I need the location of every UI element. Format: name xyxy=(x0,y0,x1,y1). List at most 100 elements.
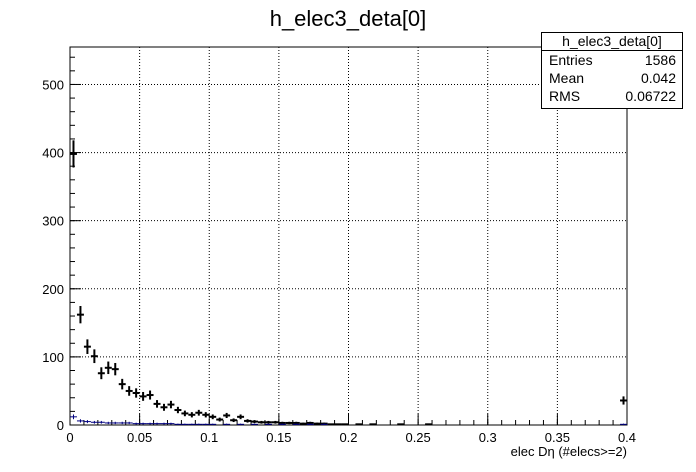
data-point-series2 xyxy=(195,423,203,425)
stats-title: h_elec3_deta[0] xyxy=(542,33,682,51)
data-point-series2 xyxy=(118,421,126,425)
data-point xyxy=(327,423,335,426)
stats-row-mean: Mean 0.042 xyxy=(542,69,682,87)
data-point xyxy=(146,390,154,400)
data-point xyxy=(369,423,377,426)
data-point-series2 xyxy=(251,423,258,425)
data-point-series2 xyxy=(70,414,77,420)
data-point-series2 xyxy=(153,422,161,425)
data-point-series2 xyxy=(111,421,119,425)
data-point-series2 xyxy=(167,422,175,425)
data-point-series2 xyxy=(306,423,314,425)
x-tick-label: 0.1 xyxy=(200,430,218,445)
y-tick-label: 0 xyxy=(57,418,64,433)
data-point xyxy=(76,305,84,324)
data-point xyxy=(244,419,252,423)
data-point xyxy=(313,422,321,425)
x-axis-label: elec Dη (#elecs>=2) xyxy=(511,444,627,459)
data-point-series2 xyxy=(292,423,300,425)
data-point-series2 xyxy=(104,421,112,425)
axis-ticks xyxy=(69,56,628,426)
data-point-series2 xyxy=(174,423,182,425)
data-point xyxy=(139,391,147,401)
y-tick-label: 100 xyxy=(42,350,64,365)
data-point xyxy=(104,361,112,375)
data-point-series2 xyxy=(237,423,245,425)
data-point xyxy=(167,400,175,409)
data-point-series2 xyxy=(97,420,105,424)
data-point xyxy=(70,140,77,168)
data-point xyxy=(188,412,196,418)
y-tick-label: 500 xyxy=(42,77,64,92)
rms-label: RMS xyxy=(549,88,581,104)
stats-box: h_elec3_deta[0] Entries 1586 Mean 0.042 … xyxy=(541,32,683,109)
data-point-series2 xyxy=(264,423,272,425)
entries-value: 1586 xyxy=(644,52,676,68)
data-point xyxy=(285,421,293,425)
data-point xyxy=(355,423,363,426)
data-point xyxy=(271,420,279,424)
data-point xyxy=(237,414,245,420)
x-tick-label: 0.05 xyxy=(127,430,152,445)
y-tick-label: 300 xyxy=(42,214,64,229)
x-tick-label: 0 xyxy=(66,430,73,445)
y-tick-label: 400 xyxy=(42,146,64,161)
x-tick-label: 0.3 xyxy=(479,430,497,445)
data-point-series2 xyxy=(278,423,286,425)
data-point xyxy=(118,378,126,390)
data-point xyxy=(125,386,133,396)
x-tick-label: 0.35 xyxy=(545,430,570,445)
mean-label: Mean xyxy=(549,70,585,86)
data-point xyxy=(83,339,91,354)
rms-value: 0.06722 xyxy=(625,88,676,104)
entries-label: Entries xyxy=(549,52,593,68)
data-point xyxy=(174,406,182,414)
data-point-series2 xyxy=(209,423,217,425)
data-point xyxy=(257,420,265,424)
data-point xyxy=(132,388,140,398)
data-point xyxy=(181,410,189,417)
data-point-series2 xyxy=(202,423,210,425)
data-point xyxy=(160,403,168,411)
chart-title: h_elec3_deta[0] xyxy=(269,6,427,31)
tick-labels: 0 0.05 0.1 0.15 0.2 0.25 0.3 0.35 0.4 0 100 200 300 4… xyxy=(42,77,636,445)
data-point xyxy=(90,349,98,364)
data-point-series2 xyxy=(83,420,91,424)
data-point-series2 xyxy=(125,421,133,425)
x-tick-label: 0.15 xyxy=(266,430,291,445)
data-point xyxy=(209,414,217,420)
data-point xyxy=(299,422,307,425)
data-markers xyxy=(70,140,627,426)
data-point-series2 xyxy=(90,420,98,424)
data-point-series2 xyxy=(181,423,189,425)
stats-row-entries: Entries 1586 xyxy=(542,51,682,69)
data-point-series2 xyxy=(188,423,196,425)
data-point-series2 xyxy=(139,422,147,425)
data-point xyxy=(230,418,238,423)
x-tick-label: 0.2 xyxy=(339,430,357,445)
data-point xyxy=(425,423,433,426)
data-point-series2 xyxy=(132,422,140,425)
data-point xyxy=(111,362,119,376)
mean-value: 0.042 xyxy=(640,70,676,86)
data-point xyxy=(397,423,405,426)
stats-row-rms: RMS 0.06722 xyxy=(542,87,682,105)
x-tick-label: 0.25 xyxy=(405,430,430,445)
data-point-series2 xyxy=(160,422,168,425)
data-point xyxy=(620,396,627,405)
data-point xyxy=(97,367,105,380)
data-point xyxy=(216,417,224,422)
data-point-series2 xyxy=(146,422,154,425)
data-point xyxy=(251,420,258,424)
data-point-series2 xyxy=(223,423,231,425)
data-point-series2 xyxy=(320,423,328,425)
data-point xyxy=(264,420,272,424)
data-point xyxy=(341,423,349,426)
grid-lines xyxy=(70,47,627,425)
data-point-series2 xyxy=(620,423,627,425)
data-point xyxy=(223,412,231,419)
y-tick-label: 200 xyxy=(42,282,64,297)
data-point-series2 xyxy=(76,419,84,423)
data-point xyxy=(334,423,342,426)
